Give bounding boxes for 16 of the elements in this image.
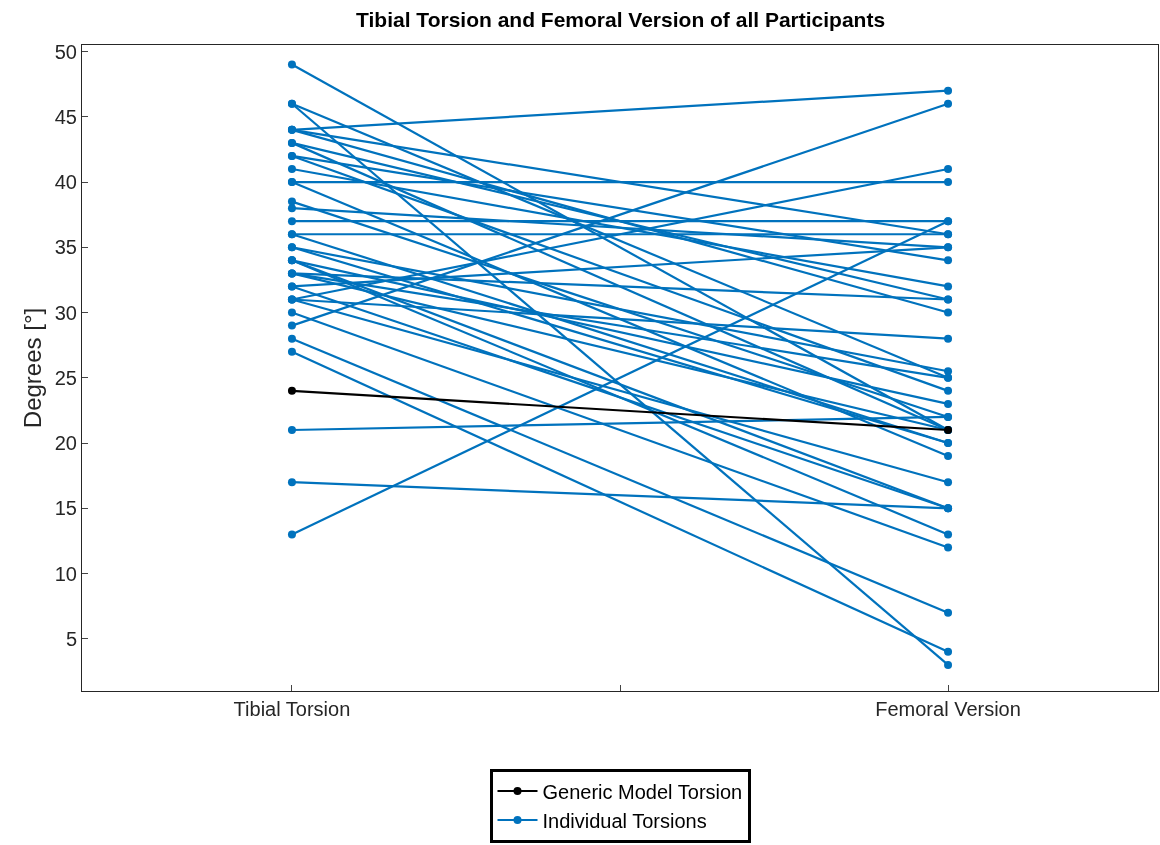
- legend-label: Generic Model Torsion: [542, 780, 743, 803]
- y-tick-label: 50: [54, 40, 77, 63]
- x-tick-label: Femoral Version: [875, 698, 1021, 720]
- x-tick-label: Tibial Torsion: [233, 698, 351, 720]
- legend-label: Individual Torsions: [542, 809, 707, 832]
- y-axis-title: Degrees [°]: [18, 307, 46, 429]
- y-tick-label: 40: [54, 171, 77, 194]
- y-tick-label: 15: [54, 497, 77, 520]
- y-tick-label: 20: [54, 432, 77, 455]
- y-tick-label: 30: [54, 301, 77, 324]
- chart-title: Tibial Torsion and Femoral Version of all Participants: [356, 8, 886, 32]
- y-tick-label: 5: [65, 627, 77, 650]
- y-tick-label: 25: [54, 366, 77, 389]
- y-tick-label: 10: [54, 562, 77, 585]
- y-tick-label: 45: [54, 105, 77, 128]
- y-tick-label: 35: [54, 236, 77, 259]
